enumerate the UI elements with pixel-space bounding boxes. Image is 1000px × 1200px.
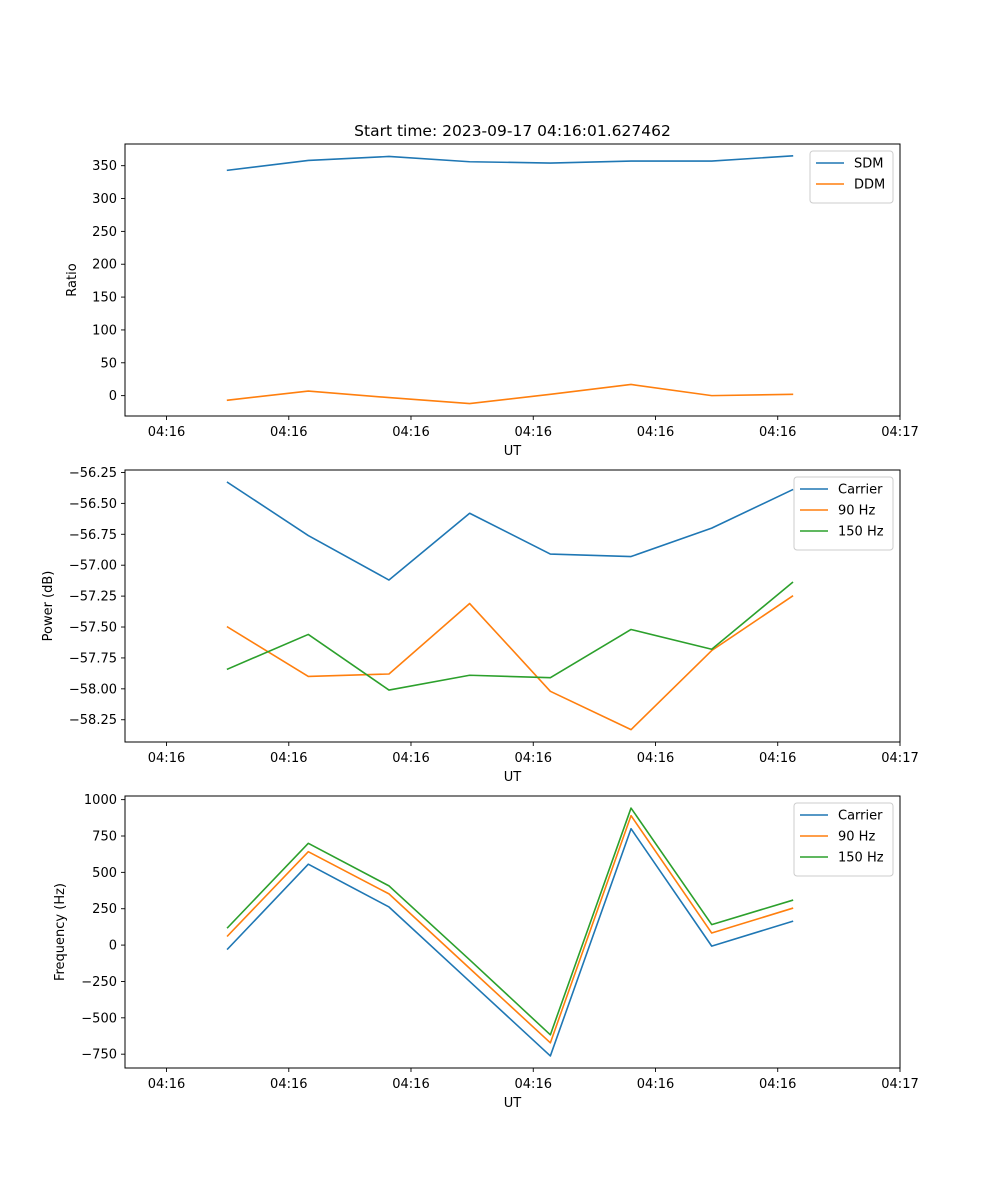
x-tick-label: 04:16 [515,751,552,766]
series-line-90-hz [226,814,794,1044]
y-tick-label: −750 [81,1048,117,1063]
y-tick-label: −57.50 [69,621,117,636]
x-tick-label: 04:16 [148,751,185,766]
y-axis-label: Frequency (Hz) [53,883,68,981]
x-tick-label: 04:16 [148,1077,185,1092]
subplot-3: 04:16 04:16 04:16 04:16 04:16 04:16 04:17 −750 −… [53,793,919,1111]
y-tick-label: 250 [92,225,117,240]
y-tick-label: −57.00 [69,559,117,574]
y-tick-label: 250 [92,902,117,917]
legend-entry-label: 150 Hz [838,851,884,866]
series-line-carrier [226,827,794,1057]
legend-entry-label: 150 Hz [838,525,884,540]
y-tick-label: −56.75 [69,528,117,543]
figure-title: Start time: 2023-09-17 04:16:01.627462 [354,122,671,140]
x-tick-label: 04:16 [392,425,429,440]
y-tick-label: −56.25 [69,466,117,481]
y-tick-label: 0 [109,939,117,954]
x-tick-label: 04:16 [270,1077,307,1092]
y-tick-label: −57.75 [69,651,117,666]
y-tick-label: 50 [100,356,117,371]
y-tick-label: 200 [92,258,117,273]
series-line-sdm [226,154,794,172]
x-tick-label: 04:16 [270,751,307,766]
axes-frame [124,143,901,417]
x-tick-label: 04:16 [759,425,796,440]
series-line-150-hz [226,807,794,1036]
legend: SDM DDM [809,150,894,204]
x-axis-label: UT [504,770,522,785]
series-line-90-hz [226,594,794,731]
legend-entry-label: Carrier [838,809,883,824]
y-tick-label: 0 [109,389,117,404]
x-tick-label: 04:16 [148,425,185,440]
series-line-ddm [226,383,794,405]
y-tick-label: −250 [81,975,117,990]
subplot-panels: 04:16 04:16 04:16 04:16 04:16 04:16 04:17 0 50 10… [41,143,919,1111]
x-tick-label: 04:16 [637,425,674,440]
x-tick-label: 04:16 [515,425,552,440]
x-axis-label: UT [504,444,522,459]
axes-frame [124,469,901,743]
y-tick-label: −58.00 [69,682,117,697]
x-tick-label: 04:16 [759,751,796,766]
y-axis-label: Ratio [65,263,80,296]
series-line-carrier [226,481,794,581]
y-tick-label: −500 [81,1011,117,1026]
x-tick-label: 04:17 [881,751,918,766]
y-tick-label: 750 [92,830,117,845]
legend: Carrier 90 Hz 150 Hz [793,476,894,551]
x-tick-label: 04:16 [637,1077,674,1092]
y-tick-label: −58.25 [69,713,117,728]
x-tick-label: 04:17 [881,1077,918,1092]
legend-entry-label: SDM [854,157,883,172]
x-axis-label: UT [504,1096,522,1111]
x-tick-label: 04:16 [392,751,429,766]
y-tick-label: 300 [92,192,117,207]
x-tick-label: 04:16 [759,1077,796,1092]
x-tick-label: 04:17 [881,425,918,440]
y-tick-label: −56.50 [69,497,117,512]
subplot-1: 04:16 04:16 04:16 04:16 04:16 04:16 04:17 0 50 10… [65,143,919,459]
subplot-2: 04:16 04:16 04:16 04:16 04:16 04:16 04:17 −58.2… [41,466,919,785]
series-line-150-hz [226,581,794,691]
y-tick-label: 350 [92,159,117,174]
y-tick-label: 1000 [84,793,117,808]
x-tick-label: 04:16 [515,1077,552,1092]
legend-entry-label: 90 Hz [838,830,875,845]
axes-frame [124,795,901,1069]
legend-entry-label: Carrier [838,483,883,498]
y-tick-label: 150 [92,291,117,306]
y-tick-label: 100 [92,323,117,338]
x-tick-label: 04:16 [270,425,307,440]
legend-entry-label: 90 Hz [838,504,875,519]
y-axis-label: Power (dB) [41,571,56,642]
x-tick-label: 04:16 [637,751,674,766]
x-tick-label: 04:16 [392,1077,429,1092]
y-tick-label: −57.25 [69,590,117,605]
legend: Carrier 90 Hz 150 Hz [793,802,894,877]
legend-entry-label: DDM [854,178,885,193]
legend-box [809,150,894,204]
y-tick-label: 500 [92,866,117,881]
